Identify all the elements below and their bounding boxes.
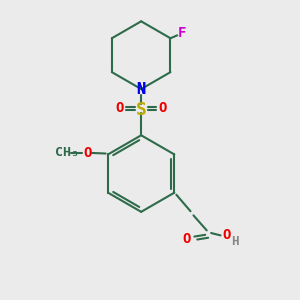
Text: H: H [232, 236, 239, 248]
Text: O: O [83, 146, 92, 160]
Text: S: S [136, 101, 147, 119]
Text: O: O [182, 232, 191, 246]
Text: O: O [158, 101, 166, 116]
Text: N: N [136, 82, 146, 97]
Text: N: N [136, 82, 146, 97]
Text: CH₃: CH₃ [55, 146, 79, 159]
Text: O: O [116, 101, 124, 116]
Text: F: F [178, 26, 186, 40]
Text: O: O [222, 228, 231, 242]
